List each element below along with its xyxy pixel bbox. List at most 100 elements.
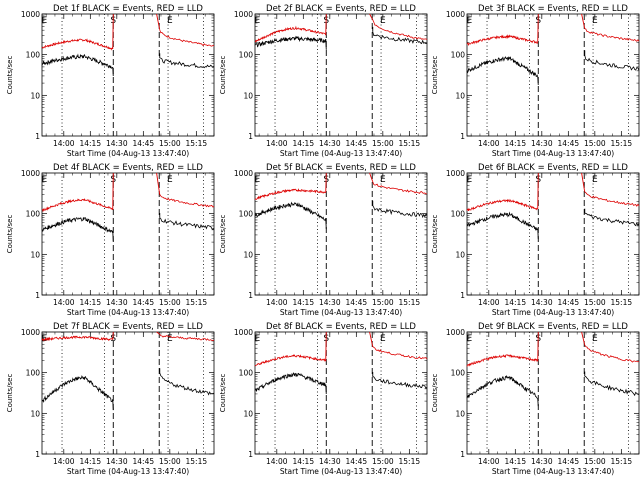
x-tick-label: 14:00 — [478, 298, 500, 307]
x-tick-label: 14:00 — [266, 139, 288, 148]
y-tick-label: 10 — [243, 409, 253, 418]
x-tick-label: 14:30 — [531, 457, 553, 466]
time-marker-label: E — [42, 175, 48, 185]
x-tick-label: 14:15 — [504, 457, 526, 466]
lld-series-post-line — [159, 29, 215, 47]
lld-series-pre-line — [254, 354, 327, 367]
x-axis-label: Start Time (04-Aug-13 13:47:40) — [492, 149, 614, 158]
x-tick-label: 14:45 — [558, 298, 580, 307]
y-tick-label: 1000 — [446, 10, 465, 19]
y-tick-label: 1 — [460, 291, 465, 300]
time-marker-label: E — [167, 175, 173, 185]
lld-series-burst-decay — [369, 172, 374, 182]
time-marker-label: E — [167, 334, 173, 344]
lld-series-burst-decay — [369, 331, 374, 347]
x-tick-label: 14:00 — [53, 457, 75, 466]
x-tick-label: 15:15 — [186, 139, 208, 148]
lld-series-burst-decay — [369, 13, 374, 20]
events-series-pre-line — [254, 201, 327, 221]
x-tick-label: 14:15 — [79, 139, 101, 148]
x-tick-label: 14:45 — [133, 457, 155, 466]
events-series-edge-step — [112, 399, 114, 411]
time-marker-label: E — [380, 16, 386, 26]
x-tick-label: 14:15 — [292, 139, 314, 148]
events-series-edge-step — [325, 384, 327, 394]
y-tick-label: 1000 — [234, 328, 253, 337]
lld-series-post-line — [372, 346, 428, 360]
y-tick-label: 10 — [30, 409, 40, 418]
x-tick-label: 15:15 — [399, 457, 421, 466]
y-tick-label: 1000 — [21, 10, 40, 19]
y-axis-label: Counts/sec — [219, 374, 227, 413]
time-marker-label: E — [592, 16, 598, 26]
plot-frame — [466, 13, 640, 137]
y-axis-label: Counts/sec — [6, 215, 14, 254]
x-tick-label: 15:15 — [611, 139, 633, 148]
y-tick-label: 1000 — [446, 169, 465, 178]
x-axis-label: Start Time (04-Aug-13 13:47:40) — [280, 308, 402, 317]
y-tick-label: 100 — [239, 210, 254, 219]
plot-frame — [41, 172, 215, 296]
y-tick-label: 10 — [243, 250, 253, 259]
x-axis-label: Start Time (04-Aug-13 13:47:40) — [67, 149, 189, 158]
plot-frame — [254, 172, 428, 296]
events-series-edge-step — [325, 39, 327, 50]
y-tick-label: 10 — [455, 409, 465, 418]
chart-panel-det-2: Det 2f BLACK = Events, RED = LLD 1 10 100 10… — [219, 4, 428, 158]
time-marker-label: E — [380, 334, 386, 344]
x-tick-label: 14:15 — [292, 298, 314, 307]
lld-series-pre-line — [466, 198, 538, 212]
x-tick-label: 14:30 — [319, 457, 341, 466]
x-tick-label: 14:45 — [133, 298, 155, 307]
lld-series-pre-line — [41, 38, 114, 51]
lld-series-edge-step — [325, 13, 327, 36]
y-tick-label: 1 — [460, 132, 465, 141]
events-series-post-line — [372, 205, 428, 219]
panel-title: Det 8f BLACK = Events, RED = LLD — [266, 322, 416, 332]
x-tick-label: 14:15 — [504, 298, 526, 307]
lld-series-burst-decay — [156, 13, 161, 30]
y-tick-label: 10 — [30, 91, 40, 100]
x-tick-label: 14:00 — [53, 139, 75, 148]
chart-panel-det-1: Det 1f BLACK = Events, RED = LLD 1 10 100 10… — [6, 4, 215, 158]
time-marker-label: E — [255, 334, 261, 344]
x-tick-label: 15:00 — [584, 298, 606, 307]
x-tick-label: 15:15 — [186, 457, 208, 466]
x-tick-label: 14:15 — [504, 139, 526, 148]
y-tick-label: 1 — [460, 450, 465, 459]
chart-panel-det-5: Det 5f BLACK = Events, RED = LLD 1 10 100 10… — [219, 163, 428, 317]
time-marker-label: E — [467, 175, 473, 185]
y-tick-label: 100 — [26, 51, 41, 60]
events-series-post-line — [159, 372, 215, 396]
lld-series-burst-decay — [581, 172, 586, 192]
y-tick-label: 1 — [248, 291, 253, 300]
lld-series-pre-line — [466, 34, 539, 47]
y-tick-label: 100 — [451, 51, 466, 60]
events-series-pre-line — [466, 211, 539, 231]
y-tick-label: 1 — [248, 132, 253, 141]
plot-frame — [254, 331, 428, 455]
x-tick-label: 15:15 — [399, 139, 421, 148]
panel-title: Det 1f BLACK = Events, RED = LLD — [53, 4, 203, 14]
y-tick-label: 1 — [35, 132, 40, 141]
events-series-pre-line — [41, 217, 114, 234]
y-tick-label: 10 — [455, 91, 465, 100]
x-tick-label: 15:00 — [372, 298, 394, 307]
x-tick-label: 15:00 — [159, 457, 181, 466]
lld-series-burst-decay — [581, 13, 586, 29]
x-tick-label: 15:15 — [186, 298, 208, 307]
events-series-post-line — [584, 375, 640, 397]
x-tick-label: 15:00 — [372, 139, 394, 148]
panel-title: Det 2f BLACK = Events, RED = LLD — [266, 4, 416, 14]
lld-series-pre-line — [254, 25, 327, 43]
lld-series-pre-line — [466, 354, 539, 367]
events-series-edge-step — [325, 218, 327, 230]
y-tick-label: 1000 — [234, 10, 253, 19]
x-tick-label: 14:45 — [558, 457, 580, 466]
y-axis-label: Counts/sec — [431, 374, 439, 413]
x-axis-label: Start Time (04-Aug-13 13:47:40) — [492, 467, 614, 476]
x-tick-label: 14:00 — [478, 139, 500, 148]
x-tick-label: 14:30 — [531, 298, 553, 307]
x-axis-label: Start Time (04-Aug-13 13:47:40) — [67, 308, 189, 317]
panel-title: Det 7f BLACK = Events, RED = LLD — [53, 322, 203, 332]
